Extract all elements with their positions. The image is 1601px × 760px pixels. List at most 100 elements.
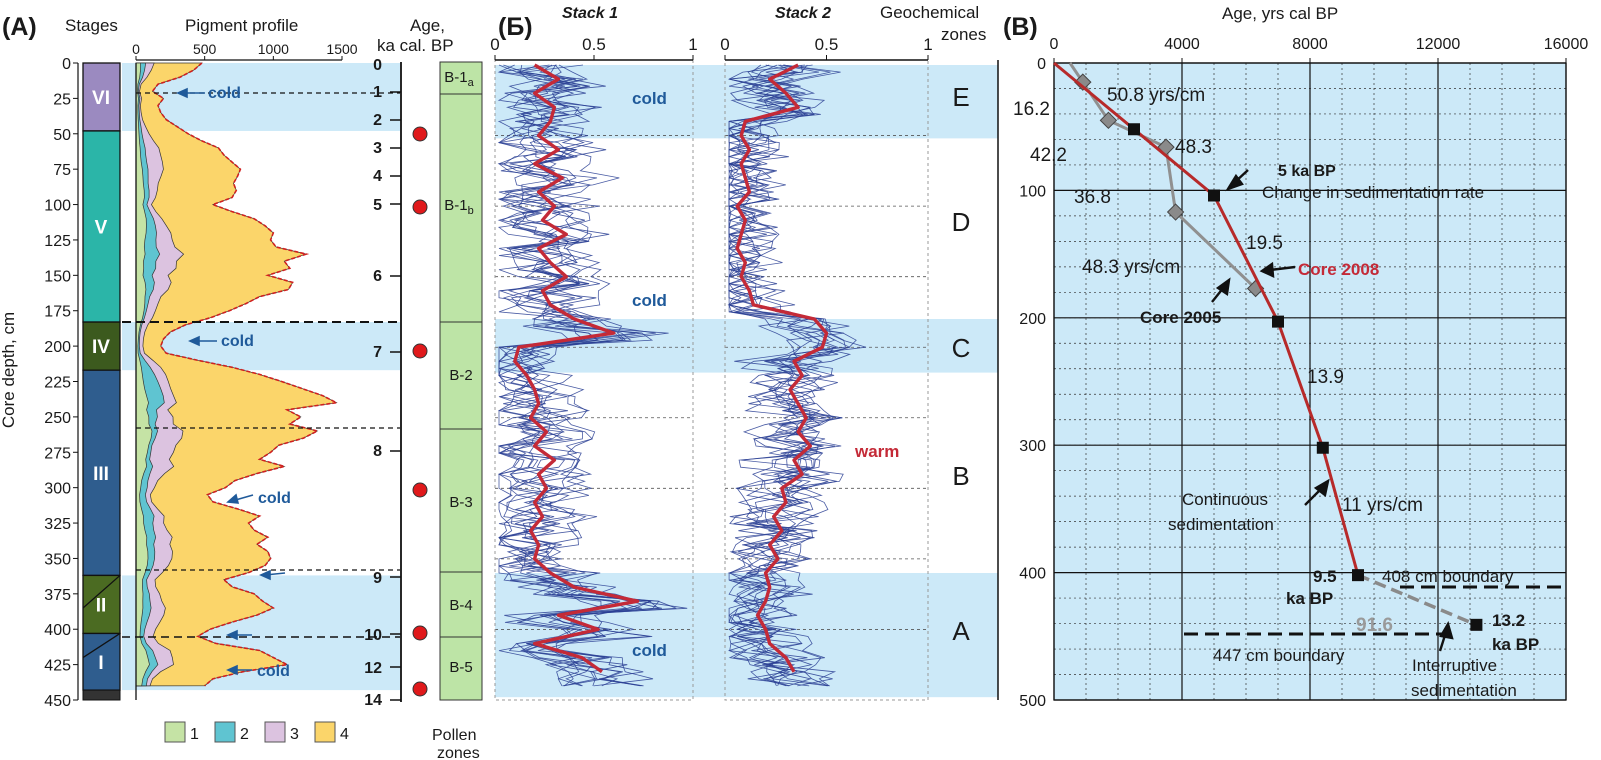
stack2-warm: warm	[854, 442, 899, 461]
core2005-point	[1099, 111, 1118, 130]
geochemical-zones: E D C B A	[952, 60, 999, 700]
age-header-2: ka cal. BP	[377, 36, 454, 55]
depth-tick-label: 100	[44, 198, 71, 215]
stack1-tick-label: 0	[490, 35, 499, 54]
annot-132b: ka BP	[1492, 635, 1539, 654]
core2008-point	[1470, 618, 1483, 631]
age-tick-label: 8000	[1292, 36, 1328, 53]
pollen-label-2: zones	[437, 745, 480, 760]
stack2-line	[728, 64, 840, 687]
stage-boundaries	[122, 92, 400, 638]
stack2-individual-lines	[727, 64, 867, 687]
depth-b-tick-label: 0	[1037, 56, 1046, 73]
age-tick-4: 4	[373, 168, 382, 185]
pollen-label-1: Pollen	[432, 727, 476, 744]
stack2-tick-label: 0	[720, 35, 729, 54]
cold-label-a4: cold	[257, 663, 290, 680]
depth-tick-label: 300	[44, 481, 71, 498]
legend-swatch-4	[314, 721, 336, 743]
boundary-lines	[1184, 585, 1567, 636]
core2008-point	[1316, 441, 1329, 454]
stack1-line	[516, 64, 677, 687]
core2008-point	[1128, 123, 1140, 136]
annot-core2008: Core 2008	[1298, 260, 1379, 279]
stage-label-i: I	[98, 653, 103, 674]
stack2-mean-line	[735, 63, 829, 673]
age-header-1: Age,	[410, 16, 445, 35]
age-axis-title: Age, yrs cal BP	[1222, 4, 1338, 23]
depth-tick-label: 175	[44, 304, 71, 321]
depth-tick-label: 325	[44, 516, 71, 533]
age-tick-10: 10	[364, 627, 382, 644]
annotation-arrows	[1211, 169, 1454, 652]
cold-label-a2: cold	[221, 333, 254, 350]
stack1-line	[497, 64, 605, 687]
depth-tick-label: 0	[62, 56, 71, 73]
annot-continuous-2: sedimentation	[1168, 515, 1274, 534]
annot-interr-1: Interruptive	[1412, 656, 1497, 675]
legend-label-2: 2	[240, 726, 249, 743]
stage-label-vi: VI	[92, 88, 110, 109]
stage-label-iv: IV	[92, 337, 110, 358]
stage-diagonal	[82, 632, 121, 659]
date-point	[412, 625, 428, 641]
date-point	[412, 199, 428, 215]
pigment-area-1	[135, 62, 153, 687]
stack2-title: Stack 2	[775, 5, 831, 22]
core2005-point	[1166, 203, 1185, 221]
pollen-zone-b2: B-2	[449, 367, 472, 384]
stack-gridlines	[495, 135, 928, 630]
age-tick-12: 12	[364, 660, 382, 677]
depth-tick-label: 225	[44, 375, 71, 392]
legend-label-1: 1	[190, 726, 199, 743]
stack1-mean-line	[513, 63, 640, 674]
pigment-tick-label: 0	[132, 41, 140, 57]
core2008-point	[1208, 189, 1220, 202]
annot-core2005: Core 2005	[1140, 308, 1221, 327]
depth-b-tick-label: 500	[1019, 693, 1046, 710]
depth-tick-label: 25	[53, 91, 71, 108]
annot-132: 13.2	[1492, 611, 1525, 630]
cold-annotations-a	[176, 87, 286, 676]
annot-continuous-1: Continuous	[1182, 490, 1268, 509]
stack1-title: Stack 1	[562, 5, 618, 22]
rate-11: 11 yrs/cm	[1342, 495, 1423, 516]
geo-header-2: zones	[941, 25, 986, 44]
age-tick-7: 7	[373, 344, 382, 361]
stages-header: Stages	[65, 16, 118, 35]
depth-tick-label: 50	[53, 127, 71, 144]
age-tick-label: 12000	[1416, 36, 1461, 53]
date-point	[412, 482, 428, 498]
age-tick-label: 4000	[1164, 36, 1200, 53]
stage-label-ii: II	[96, 595, 107, 616]
stack1-line	[498, 64, 662, 687]
geo-zone-b: B	[952, 461, 969, 491]
depth-tick-label: 350	[44, 551, 71, 568]
age-tick-label: 0	[1050, 36, 1059, 53]
rate-48-3: 48.3	[1175, 137, 1212, 158]
age-tick-6: 6	[373, 268, 382, 285]
rate-42-2: 42.2	[1030, 145, 1067, 166]
age-tick-3: 3	[373, 140, 382, 157]
panel-a: (A) Stages Pigment profile Age, ka cal. …	[0, 13, 483, 760]
depth-tick-label: 375	[44, 587, 71, 604]
depth-tick-label: 400	[44, 622, 71, 639]
pigment-header: Pigment profile	[185, 16, 298, 35]
age-tick-8: 8	[373, 443, 382, 460]
pigment-x-axis: 0 500 1000 1500	[132, 41, 358, 61]
stack1-line	[521, 64, 652, 687]
date-point	[412, 681, 428, 697]
pollen-zone-b1a: B-1a	[444, 69, 474, 89]
depth-b-tick-label: 300	[1019, 438, 1046, 455]
pollen-zone-b3: B-3	[449, 494, 472, 511]
age-tick-5: 5	[373, 197, 382, 214]
stack1-cold-a: cold	[632, 641, 667, 660]
depth-tick-label: 425	[44, 658, 71, 675]
depth-tick-label: 450	[44, 693, 71, 710]
core2008-extrapolation	[1357, 573, 1478, 627]
rate-16-2: 16.2	[1013, 99, 1050, 120]
geo-zone-a: A	[952, 616, 970, 646]
age-axis: 0 1 2 3 4 5 6 7 8 9 10 12 14	[364, 57, 428, 709]
stack1-tick-label: 1	[688, 35, 697, 54]
